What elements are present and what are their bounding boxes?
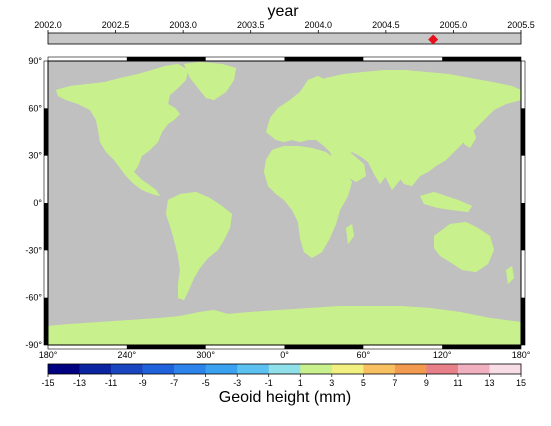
frame-segment-left — [44, 108, 48, 156]
colorbar-cell — [79, 364, 112, 374]
colorbar-tick-label: -11 — [105, 378, 117, 388]
frame-segment-top — [126, 57, 206, 61]
colorbar-cell — [363, 364, 396, 374]
lon-tick-label: 0° — [280, 350, 289, 360]
colorbar-tick-label: -5 — [202, 378, 210, 388]
timeline-tick-label: 2004.5 — [372, 20, 400, 30]
frame-segment-bottom — [442, 345, 521, 349]
timeline-tick-label: 2004.0 — [305, 20, 333, 30]
lat-tick-label: -90° — [25, 340, 42, 350]
lon-tick-label: 120° — [433, 350, 452, 360]
colorbar-tick-label: 7 — [392, 378, 397, 388]
colorbar-tick-label: -7 — [170, 378, 178, 388]
lat-tick-label: 60° — [28, 103, 42, 113]
timeline-tick-label: 2002.5 — [102, 20, 130, 30]
frame-segment-bottom — [284, 345, 364, 349]
frame-bottom-border — [47, 344, 522, 350]
colorbar-tick-label: -1 — [265, 378, 273, 388]
frame-top-border — [47, 56, 522, 62]
frame-segment-top — [442, 57, 521, 61]
colorbar-cell — [111, 364, 143, 374]
lon-tick-label: 60° — [357, 350, 371, 360]
colorbar-tick-label: 5 — [361, 378, 366, 388]
colorbar-cell — [142, 364, 175, 374]
lon-tick-label: 300° — [196, 350, 215, 360]
colorbar-tick-label: 1 — [298, 378, 303, 388]
colorbar-frame — [47, 363, 522, 375]
colorbar-title: Geoid height (mm) — [219, 389, 352, 406]
lat-labels: 90° 60° 30° 0° -30° -60° -90° — [25, 56, 42, 350]
timeline-ticks: 2002.0 2002.5 2003.0 2003.5 2004.0 2004.5 2005… — [34, 20, 535, 33]
timeline-tick-label: 2005.0 — [440, 20, 468, 30]
colorbar-tick-label: 13 — [484, 378, 494, 388]
frame-left-border — [43, 60, 49, 346]
timeline-current-marker[interactable] — [428, 34, 439, 45]
frame-segment-right — [521, 108, 525, 156]
world-map — [47, 60, 522, 346]
lon-labels: 180° 240° 300° 0° 60° 120° 180° — [39, 350, 531, 360]
timeline-tick-label: 2005.5 — [507, 20, 535, 30]
timeline-title: year — [267, 3, 299, 20]
map-axis-frame — [43, 56, 526, 350]
colorbar-tick-label: -13 — [73, 378, 86, 388]
colorbar-cell — [300, 364, 333, 374]
frame-segment-right — [521, 297, 525, 345]
colorbar-tick-label: 3 — [329, 378, 334, 388]
colorbar-tick-label: 9 — [424, 378, 429, 388]
colorbar-cell — [237, 364, 270, 374]
colorbar-tick-label: -9 — [139, 378, 147, 388]
colorbar-tick-label: 15 — [516, 378, 526, 388]
colorbar-cell — [331, 364, 364, 374]
frame-segment-right — [521, 203, 525, 251]
frame-segment-left — [44, 203, 48, 251]
colorbar-cells — [48, 364, 522, 374]
colorbar-cell — [489, 364, 522, 374]
colorbar-cell — [394, 364, 427, 374]
timeline-tick-label: 2002.0 — [34, 20, 62, 30]
colorbar-tick-label: 11 — [453, 378, 462, 388]
colorbar-cell — [268, 364, 301, 374]
lon-tick-label: 180° — [512, 350, 531, 360]
lat-tick-label: 90° — [28, 56, 42, 66]
timeline-slider-track[interactable] — [47, 32, 522, 45]
colorbar-tick-label: -3 — [233, 378, 241, 388]
lat-tick-label: 30° — [28, 151, 42, 161]
lat-tick-label: 0° — [33, 198, 42, 208]
timeline-tick-label: 2003.0 — [169, 20, 197, 30]
colorbar-labels: -15 -13 -11 -9 -7 -5 -3 -1 1 3 5 7 9 11 13 15 — [41, 374, 526, 388]
lon-tick-label: 240° — [118, 350, 137, 360]
lat-tick-label: -60° — [25, 293, 42, 303]
colorbar-cell — [205, 364, 238, 374]
colorbar-cell — [48, 364, 80, 374]
frame-segment-top — [284, 57, 364, 61]
timeline-tick-label: 2003.5 — [237, 20, 265, 30]
colorbar-tick-label: -15 — [41, 378, 54, 388]
lon-tick-label: 180° — [39, 350, 58, 360]
colorbar-cell — [174, 364, 206, 374]
frame-segment-left — [44, 297, 48, 345]
colorbar: -15 -13 -11 -9 -7 -5 -3 -1 1 3 5 7 9 11 13 15 Geoid hei… — [41, 363, 526, 406]
colorbar-cell — [426, 364, 459, 374]
frame-segment-bottom — [126, 345, 206, 349]
lat-tick-label: -30° — [25, 245, 42, 255]
colorbar-cell — [457, 364, 490, 374]
frame-right-border — [520, 60, 526, 346]
